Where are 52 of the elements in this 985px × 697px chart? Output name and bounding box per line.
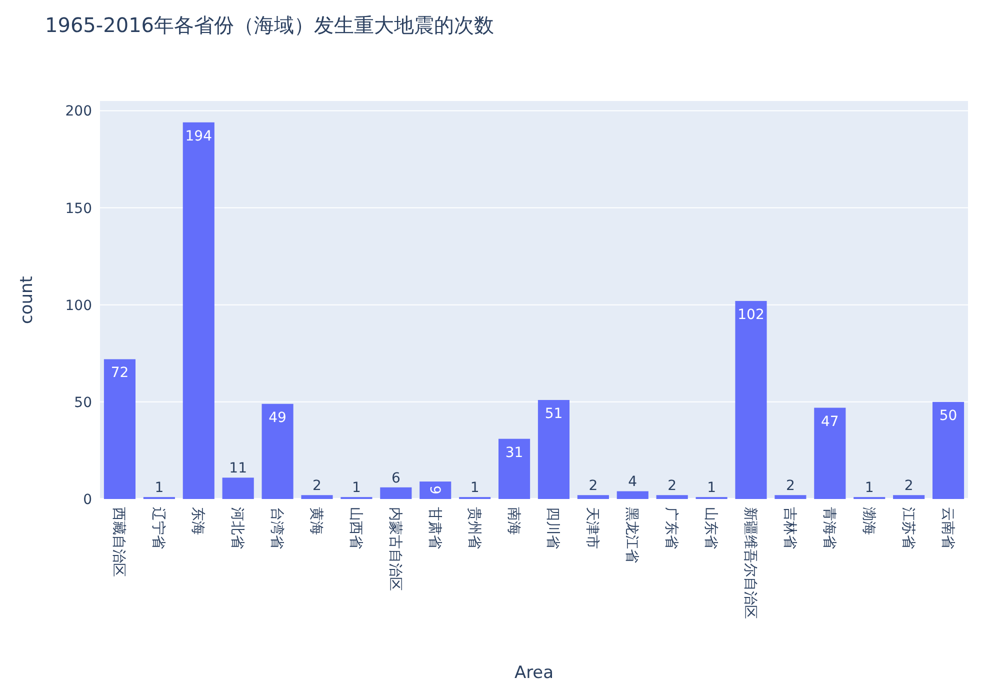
- y-tick-label: 200: [65, 104, 92, 120]
- x-tick-label: 内蒙古自治区: [386, 507, 403, 591]
- x-tick-label: 黑龙江省: [624, 507, 640, 563]
- x-tick-label: 新疆维吾尔自治区: [742, 507, 758, 619]
- x-tick-label: 天津市: [584, 507, 600, 549]
- data-label: 1: [470, 480, 480, 496]
- y-tick-label: 100: [65, 298, 92, 314]
- data-label: 1: [707, 480, 716, 496]
- data-label: 11: [229, 460, 248, 477]
- data-label: 1: [154, 480, 164, 496]
- y-tick-label: 50: [74, 394, 92, 411]
- x-tick-label: 东海: [190, 507, 206, 535]
- data-label: 2: [668, 478, 677, 494]
- data-label: 194: [185, 128, 212, 144]
- data-label: 102: [738, 306, 764, 323]
- data-label: 2: [588, 478, 598, 494]
- x-tick-label: 河北省: [229, 507, 246, 549]
- data-label: 1: [352, 480, 361, 496]
- data-label: 2: [904, 478, 914, 494]
- x-tick-label: 南海: [505, 507, 522, 535]
- y-tick-label: 0: [83, 492, 92, 508]
- y-axis-title: count: [17, 276, 37, 324]
- y-tick-label: 150: [65, 200, 92, 217]
- data-label: 47: [820, 414, 839, 430]
- x-axis-title: Area: [514, 663, 554, 683]
- x-tick-label: 黄海: [308, 507, 324, 535]
- data-label: 50: [939, 408, 958, 424]
- data-label: 9: [426, 486, 442, 494]
- data-label: 1: [864, 480, 874, 496]
- x-tick-label: 台湾省: [268, 507, 285, 549]
- x-tick-label: 云南省: [939, 507, 956, 549]
- x-tick-label: 青海省: [820, 507, 837, 549]
- x-tick-label: 江苏省: [900, 507, 916, 549]
- x-tick-label: 山东省: [702, 507, 719, 549]
- data-label: 2: [786, 478, 795, 494]
- chart-title: 1965-2016年各省份（海域）发生重大地震的次数: [45, 13, 494, 37]
- x-tick-label: 渤海: [860, 507, 876, 535]
- data-label: 51: [544, 406, 563, 422]
- x-tick-label: 广东省: [663, 507, 680, 549]
- x-tick-label: 甘肃省: [426, 507, 442, 549]
- x-tick-label: 辽宁省: [150, 507, 166, 549]
- x-tick-label: 贵州省: [466, 507, 482, 549]
- data-label: 72: [110, 365, 129, 382]
- data-label: 2: [312, 478, 322, 494]
- data-label: 6: [391, 470, 400, 486]
- x-tick-label: 山西省: [347, 507, 364, 549]
- data-label: 31: [505, 444, 524, 461]
- data-label: 4: [628, 474, 638, 490]
- x-tick-label: 四川省: [544, 507, 561, 549]
- data-label: 49: [268, 410, 286, 426]
- x-tick-label: 吉林省: [781, 507, 798, 549]
- x-tick-label: 西藏自治区: [110, 507, 127, 577]
